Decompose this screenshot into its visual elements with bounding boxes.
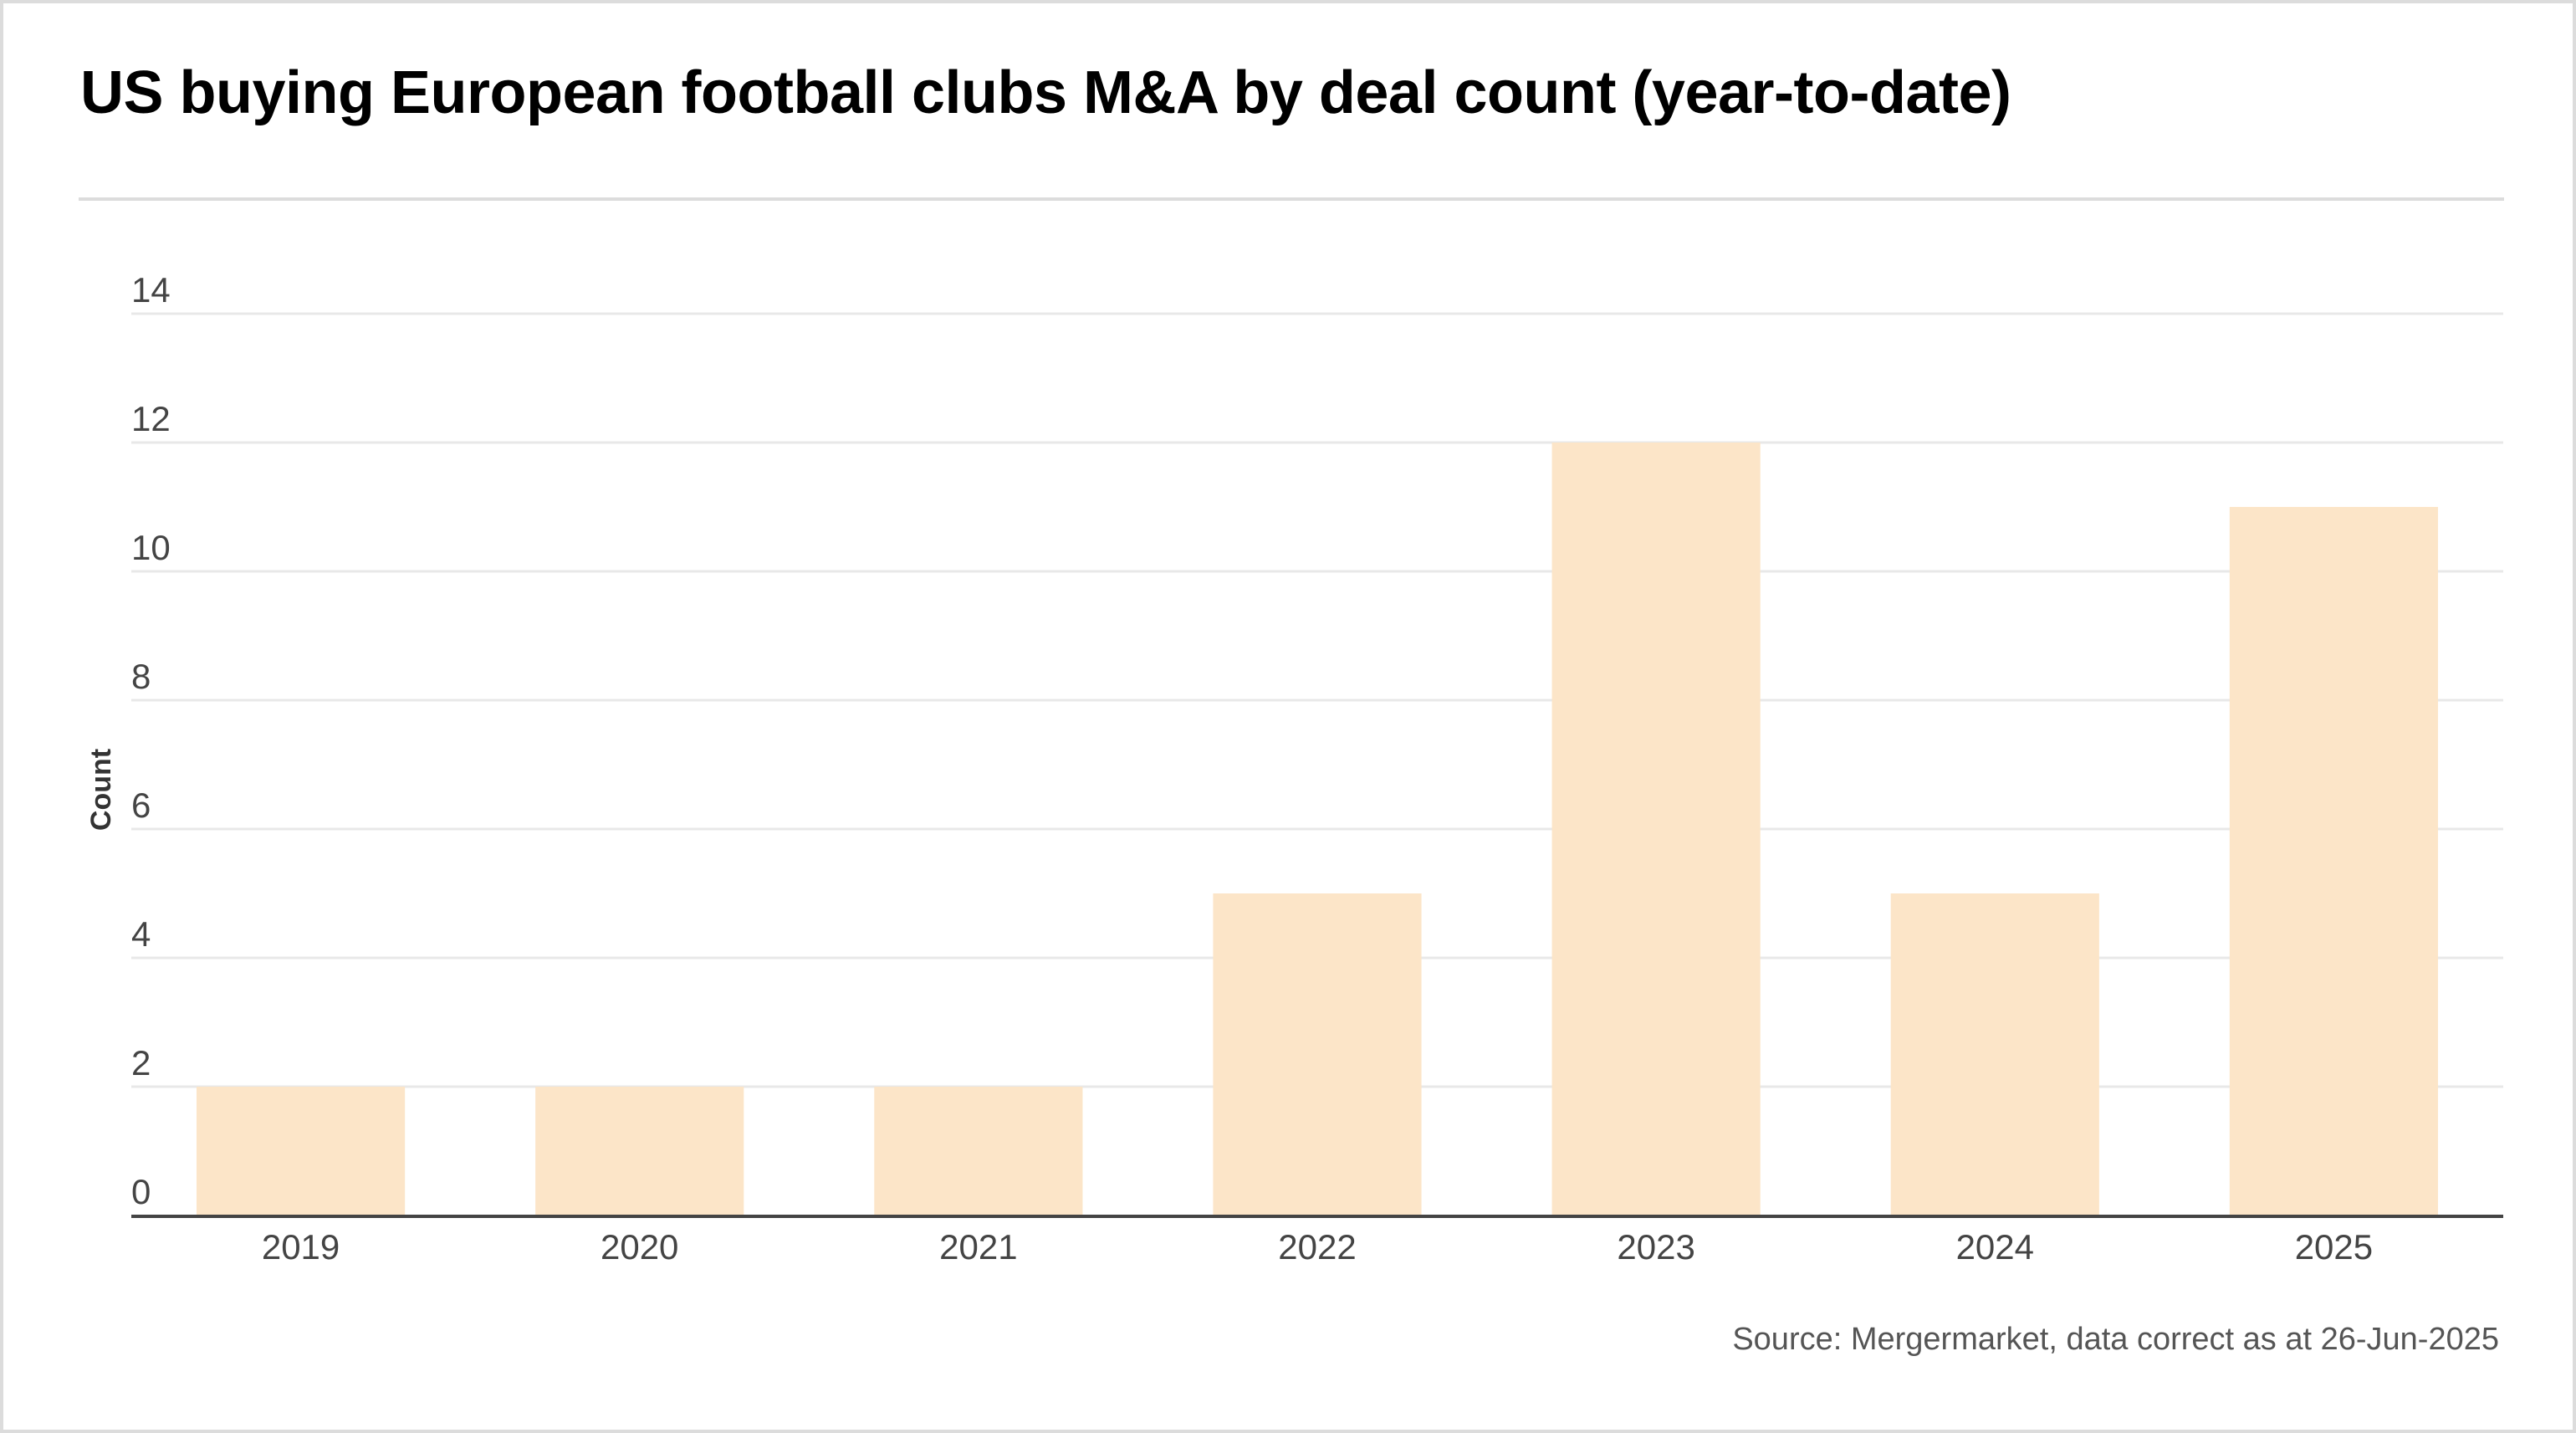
y-axis-label: Count [85,749,117,831]
bar-2025 [2229,507,2439,1215]
y-tick-label: 10 [131,528,171,567]
source-note: Source: Mergermarket, data correct as at… [1732,1322,2499,1357]
x-tick-label: 2020 [601,1227,678,1267]
title-divider [79,197,2504,201]
x-tick-label: 2022 [1278,1227,1356,1267]
y-tick-labels: 0 2 4 6 8 10 12 14 [131,270,171,1211]
y-tick-label: 2 [131,1043,151,1082]
bar-2023 [1551,443,1761,1215]
bar-2020 [535,1087,744,1215]
chart-title: US buying European football clubs M&A by… [80,59,2011,126]
x-tick-label: 2025 [2295,1227,2373,1267]
bar-2024 [1890,893,2099,1215]
y-tick-label: 14 [131,270,171,310]
gridlines [131,312,2503,1088]
y-tick-label: 8 [131,657,151,696]
bar-2021 [874,1087,1083,1215]
x-tick-label: 2019 [262,1227,340,1267]
y-tick-label: 12 [131,399,171,438]
bar-2019 [196,1087,406,1215]
x-tick-label: 2024 [1956,1227,2034,1267]
x-tick-label: 2023 [1617,1227,1694,1267]
y-tick-label: 6 [131,786,151,825]
bar-2022 [1213,893,1422,1215]
x-tick-label: 2021 [939,1227,1017,1267]
y-tick-label: 4 [131,914,151,954]
bars [196,443,2439,1215]
y-tick-label: 0 [131,1172,151,1211]
x-tick-labels: 2019 2020 2021 2022 2023 2024 2025 [262,1227,2373,1267]
